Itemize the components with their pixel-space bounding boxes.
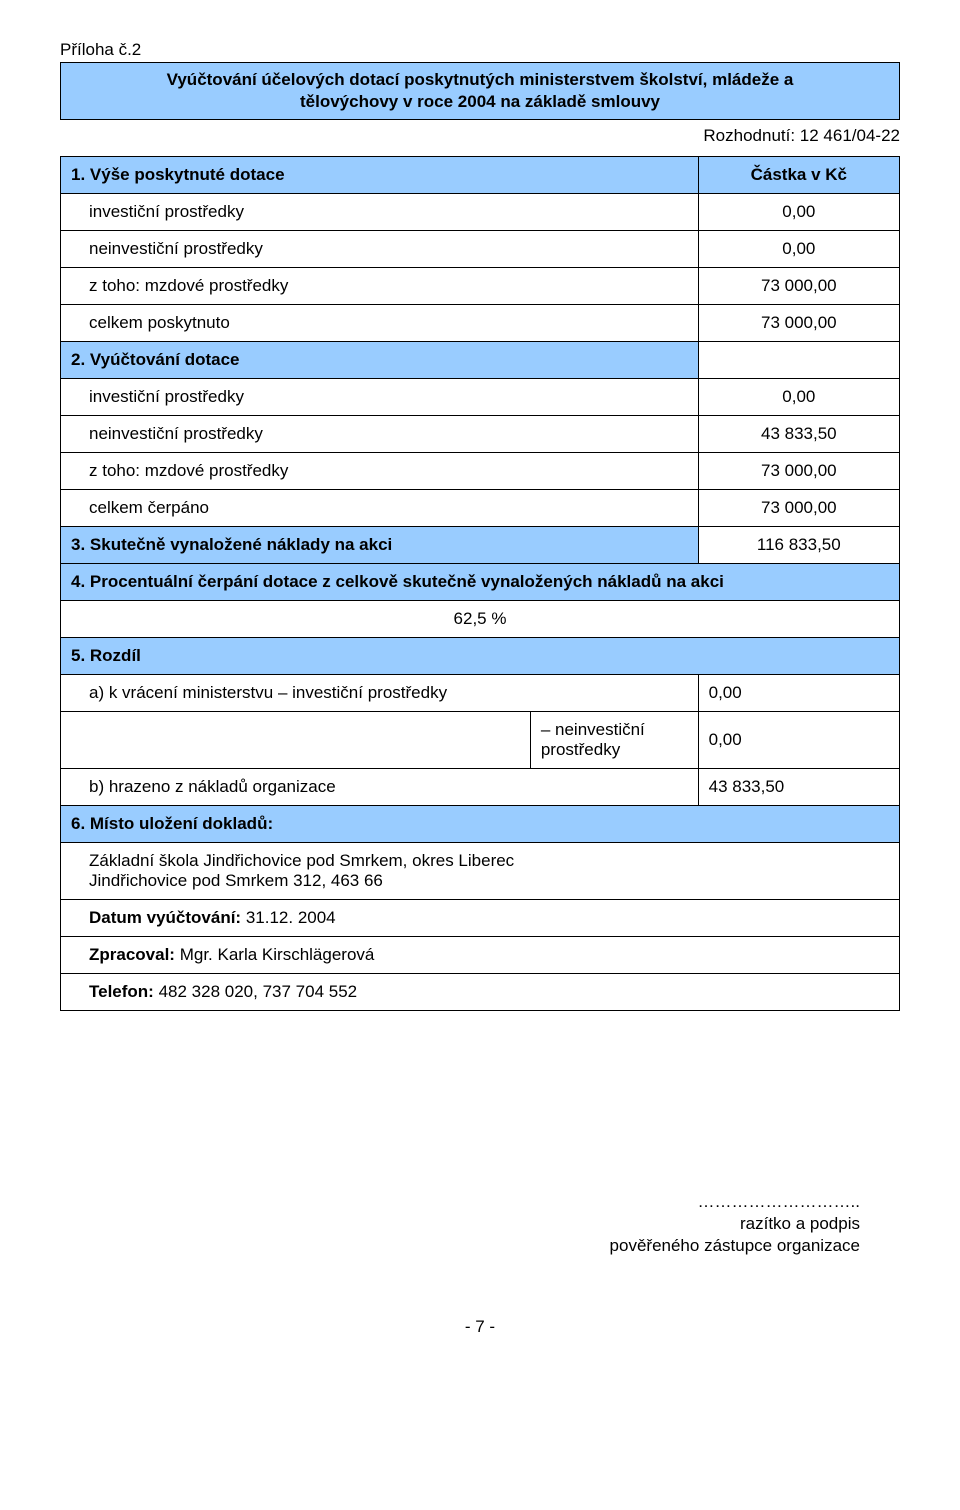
date-row: Datum vyúčtování: 31.12. 2004 — [61, 900, 900, 937]
processed-value: Mgr. Karla Kirschlägerová — [180, 945, 375, 964]
processed-label: Zpracoval: — [89, 945, 175, 964]
s2-row-1-value: 43 833,50 — [698, 416, 899, 453]
signature-block: ……………………….. razítko a podpis pověřeného … — [60, 1191, 900, 1257]
address-line-2: Jindřichovice pod Smrkem 312, 463 66 — [89, 871, 383, 890]
s2-row-0-label: investiční prostředky — [61, 379, 699, 416]
decision-text: Rozhodnutí: 12 461/04-22 — [60, 126, 900, 146]
title-box: Vyúčtování účelových dotací poskytnutých… — [60, 62, 900, 120]
phone-row: Telefon: 482 328 020, 737 704 552 — [61, 974, 900, 1011]
section-4-heading: 4. Procentuální čerpání dotace z celkově… — [61, 564, 900, 601]
s2-row-2-label: z toho: mzdové prostředky — [61, 453, 699, 490]
s1-row-3-label: celkem poskytnuto — [61, 305, 699, 342]
s1-row-1-label: neinvestiční prostředky — [61, 231, 699, 268]
s5-row-0-value: 0,00 — [698, 675, 899, 712]
section-3-heading: 3. Skutečně vynaložené náklady na akci — [61, 527, 699, 564]
processed-row: Zpracoval: Mgr. Karla Kirschlägerová — [61, 937, 900, 974]
s2-row-2-value: 73 000,00 — [698, 453, 899, 490]
s2-row-3-label: celkem čerpáno — [61, 490, 699, 527]
phone-value: 482 328 020, 737 704 552 — [159, 982, 358, 1001]
signature-dots: ……………………….. — [698, 1192, 860, 1211]
section-3-value: 116 833,50 — [698, 527, 899, 564]
section-2-heading: 2. Vyúčtování dotace — [61, 342, 699, 379]
s5-row-1-label: – neinvestiční prostředky — [530, 712, 698, 769]
page-number: - 7 - — [60, 1317, 900, 1337]
main-table: 1. Výše poskytnuté dotace Částka v Kč in… — [60, 156, 900, 1011]
s5-row-1-value: 0,00 — [698, 712, 899, 769]
s5-row-2-label: b) hrazeno z nákladů organizace — [61, 769, 699, 806]
phone-label: Telefon: — [89, 982, 154, 1001]
attachment-label: Příloha č.2 — [60, 40, 900, 60]
s1-row-0-value: 0,00 — [698, 194, 899, 231]
s1-row-2-value: 73 000,00 — [698, 268, 899, 305]
address-line-1: Základní škola Jindřichovice pod Smrkem,… — [89, 851, 514, 870]
section-1-heading: 1. Výše poskytnuté dotace — [61, 157, 699, 194]
s1-row-3-value: 73 000,00 — [698, 305, 899, 342]
section-5-heading: 5. Rozdíl — [61, 638, 900, 675]
s5-row-0-label: a) k vrácení ministerstvu – investiční p… — [61, 675, 699, 712]
s2-row-0-value: 0,00 — [698, 379, 899, 416]
section-6-address: Základní škola Jindřichovice pod Smrkem,… — [61, 843, 900, 900]
date-label: Datum vyúčtování: — [89, 908, 241, 927]
s1-row-0-label: investiční prostředky — [61, 194, 699, 231]
section-4-percent: 62,5 % — [61, 601, 900, 638]
s1-row-2-label: z toho: mzdové prostředky — [61, 268, 699, 305]
title-line-2: tělovýchovy v roce 2004 na základě smlou… — [300, 92, 660, 111]
s2-row-3-value: 73 000,00 — [698, 490, 899, 527]
section-1-heading-value: Částka v Kč — [698, 157, 899, 194]
s2-row-1-label: neinvestiční prostředky — [61, 416, 699, 453]
date-value: 31.12. 2004 — [246, 908, 336, 927]
title-line-1: Vyúčtování účelových dotací poskytnutých… — [167, 70, 794, 89]
s5-row-1-blank — [61, 712, 531, 769]
s1-row-1-value: 0,00 — [698, 231, 899, 268]
section-2-blank — [698, 342, 899, 379]
signature-line-1: razítko a podpis — [740, 1214, 860, 1233]
section-6-heading: 6. Místo uložení dokladů: — [61, 806, 900, 843]
s5-row-2-value: 43 833,50 — [698, 769, 899, 806]
signature-line-2: pověřeného zástupce organizace — [610, 1236, 860, 1255]
